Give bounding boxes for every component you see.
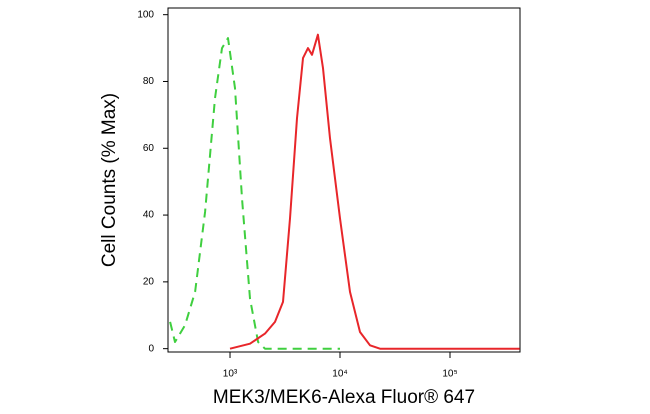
y-tick-label: 20 [143, 277, 155, 288]
y-tick-label: 100 [137, 9, 154, 20]
x-tick-label: 10³ [223, 369, 238, 380]
series-line [169, 37, 340, 350]
y-tick-label: 60 [143, 143, 155, 154]
y-tick-label: 80 [143, 76, 155, 87]
y-tick-label: 0 [148, 343, 154, 354]
x-tick-label: 10⁴ [332, 369, 347, 380]
x-axis-label: MEK3/MEK6-Alexa Fluor® 647 [213, 387, 475, 408]
y-tick-label: 40 [143, 210, 155, 221]
series-line [229, 33, 520, 350]
y-axis-label: Cell Counts (% Max) [99, 93, 120, 267]
x-tick-label: 10⁵ [442, 369, 457, 380]
plot-frame [167, 7, 521, 353]
